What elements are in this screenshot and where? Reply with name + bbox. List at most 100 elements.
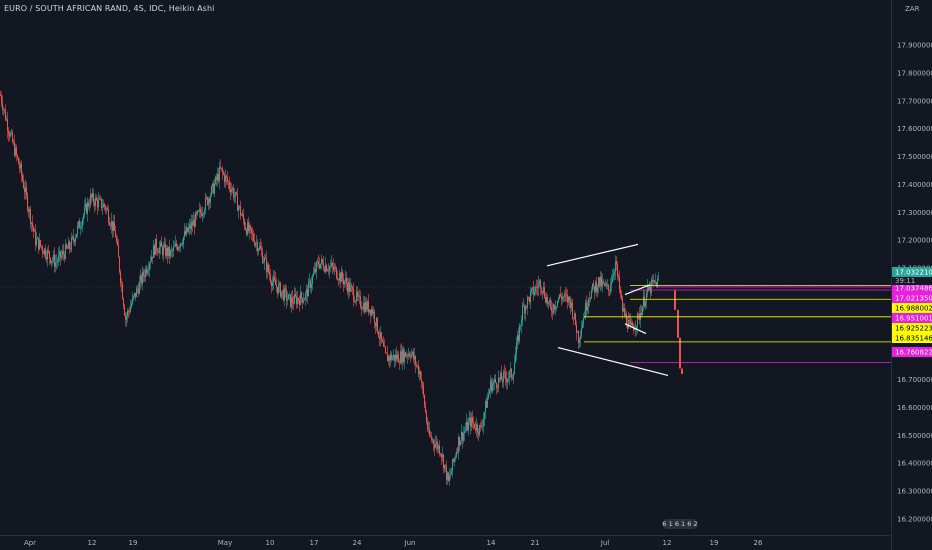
candle-body	[96, 197, 97, 201]
candle-body	[541, 288, 542, 292]
candle-body	[651, 279, 652, 294]
candle-body	[174, 246, 175, 248]
candle-body	[317, 261, 318, 263]
candle-body	[509, 371, 510, 378]
candle-body	[152, 256, 153, 259]
candle-body	[365, 301, 366, 312]
candle-body	[125, 315, 126, 320]
candle-body	[29, 208, 30, 212]
candle-body	[156, 238, 157, 251]
candle-body	[477, 424, 478, 433]
candle-body	[237, 194, 238, 211]
candle-body	[44, 248, 45, 255]
candle-body	[239, 205, 240, 208]
candle-body	[8, 130, 9, 134]
candle-body	[325, 264, 326, 272]
candle-body	[649, 285, 650, 291]
candle-body	[55, 262, 56, 267]
candle-body	[149, 263, 150, 270]
candle-body	[227, 177, 228, 182]
candle-body	[437, 441, 438, 449]
candle-body	[163, 246, 164, 255]
candle-body	[13, 141, 14, 143]
candle-body	[113, 222, 114, 231]
candle-body	[638, 313, 639, 315]
candle-body	[491, 380, 492, 392]
candle-body	[331, 263, 332, 267]
candle-body	[377, 317, 378, 333]
candle-body	[344, 281, 345, 285]
x-tick-label: Apr	[24, 539, 36, 547]
x-tick-label: 14	[487, 539, 496, 547]
x-tick-label: Jun	[404, 539, 416, 547]
candle-body	[0, 95, 1, 96]
candle-body	[305, 293, 306, 300]
candle-body	[76, 233, 77, 238]
candle-body	[448, 472, 449, 481]
price-tag-label: 17.021350	[895, 295, 932, 303]
candle-body	[321, 259, 322, 264]
trend-line[interactable]	[557, 346, 669, 376]
candle-body	[304, 299, 305, 301]
candle-body	[392, 357, 393, 360]
candle-body	[270, 275, 271, 282]
candle-body	[538, 283, 539, 289]
y-tick-label: 17.500000	[897, 153, 932, 161]
candle-body	[284, 288, 285, 301]
candle-body	[240, 205, 241, 216]
candle-body	[226, 175, 227, 178]
candle-body	[121, 282, 122, 285]
candle-body	[482, 426, 483, 427]
candle-body	[387, 353, 388, 362]
candle-body	[656, 281, 657, 288]
candle-body	[518, 335, 519, 341]
candle-body	[252, 232, 253, 235]
candle-body	[267, 264, 268, 273]
candle-body	[299, 300, 300, 305]
candle-body	[105, 206, 106, 210]
candle-body	[507, 379, 508, 383]
candle-body	[349, 282, 350, 292]
candle-body	[514, 362, 515, 374]
candle-body	[141, 275, 142, 284]
candle-body	[335, 267, 336, 269]
candle-body	[63, 251, 64, 255]
candle-body	[516, 342, 517, 355]
candle-body	[139, 281, 140, 294]
candle-body	[232, 188, 233, 190]
candle-body	[641, 312, 642, 316]
candle-body	[219, 166, 220, 181]
candle-body	[264, 257, 265, 263]
candle-body	[503, 371, 504, 382]
trend-line[interactable]	[624, 284, 651, 296]
candle-body	[393, 354, 394, 358]
y-tick-label: 17.900000	[897, 42, 932, 50]
candle-body	[62, 251, 63, 256]
candle-body	[424, 395, 425, 406]
candle-body	[381, 332, 382, 340]
candle-body	[621, 293, 622, 299]
candle-body	[643, 296, 644, 307]
candle-body	[78, 221, 79, 226]
candle-body	[210, 195, 211, 203]
candle-body	[459, 436, 460, 446]
candle-body	[108, 210, 109, 223]
candle-body	[307, 289, 308, 297]
trend-line[interactable]	[546, 243, 639, 267]
candle-body	[218, 174, 219, 181]
candle-body	[193, 219, 194, 226]
candle-body	[418, 365, 419, 375]
candle-body	[111, 221, 112, 227]
candle-body	[517, 335, 518, 343]
candle-body	[101, 198, 102, 209]
candle-body	[587, 306, 588, 311]
candle-body	[629, 319, 630, 321]
candle-body	[197, 210, 198, 215]
trend-line[interactable]	[624, 323, 647, 335]
candle-body	[23, 180, 24, 189]
candle-body	[277, 286, 278, 294]
candle-body	[262, 251, 263, 263]
footer-badge[interactable]: 6 1 6 1 6 2	[662, 520, 698, 528]
